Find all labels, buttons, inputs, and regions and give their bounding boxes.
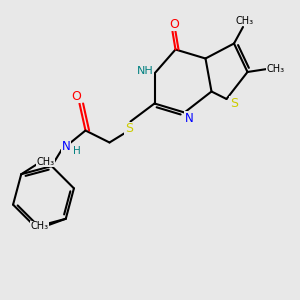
Text: S: S — [125, 122, 133, 136]
Text: H: H — [73, 146, 80, 157]
Text: S: S — [230, 97, 238, 110]
Text: CH₃: CH₃ — [267, 64, 285, 74]
Text: O: O — [169, 17, 179, 31]
Text: N: N — [61, 140, 70, 154]
Text: O: O — [71, 89, 81, 103]
Text: CH₃: CH₃ — [236, 16, 253, 26]
Text: CH₃: CH₃ — [37, 157, 55, 166]
Text: NH: NH — [136, 65, 153, 76]
Text: N: N — [184, 112, 194, 125]
Text: CH₃: CH₃ — [30, 221, 48, 231]
